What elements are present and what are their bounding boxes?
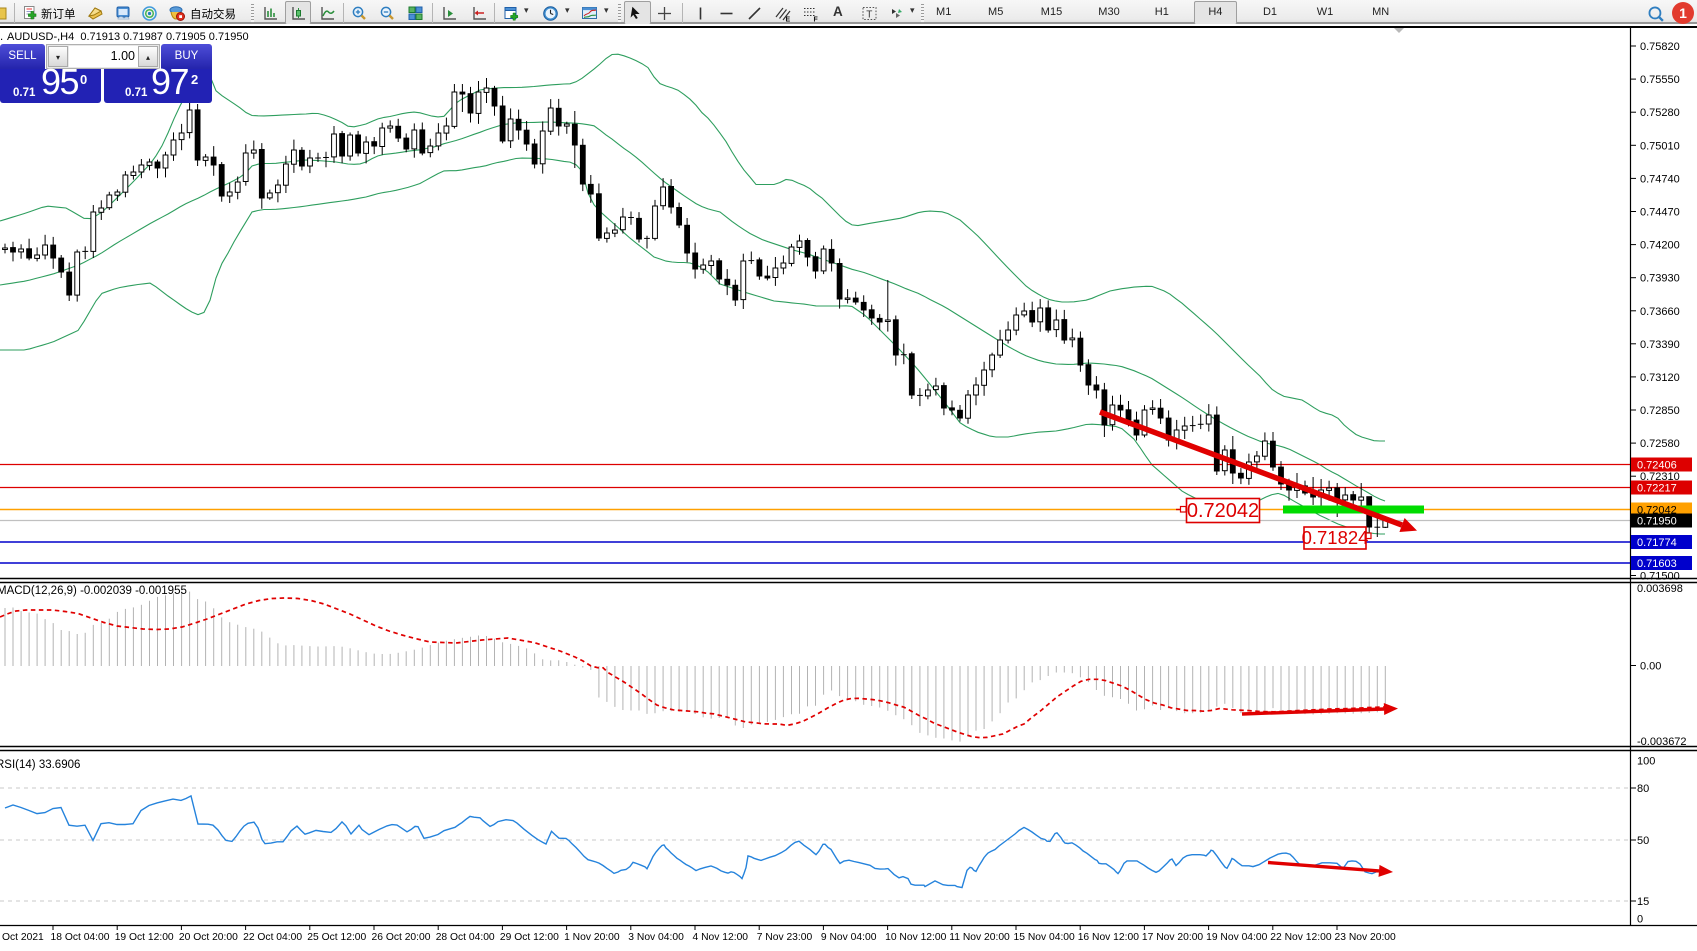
svg-text:0.71824: 0.71824 [1302, 527, 1369, 548]
svg-text:23 Nov 20:00: 23 Nov 20:00 [1335, 932, 1397, 943]
svg-text:4 Nov 12:00: 4 Nov 12:00 [693, 932, 749, 943]
svg-text:0.74740: 0.74740 [1640, 173, 1680, 185]
svg-text:19 Oct 12:00: 19 Oct 12:00 [115, 932, 174, 943]
svg-text:11 Nov 20:00: 11 Nov 20:00 [949, 932, 1010, 943]
svg-text:F: F [814, 17, 819, 23]
svg-text:0.72406: 0.72406 [1637, 460, 1677, 472]
svg-text:16 Nov 12:00: 16 Nov 12:00 [1078, 932, 1140, 943]
svg-text:T: T [866, 10, 872, 21]
svg-text:22 Nov 12:00: 22 Nov 12:00 [1270, 932, 1332, 943]
svg-text:0.74470: 0.74470 [1640, 207, 1680, 219]
svg-text:80: 80 [1637, 783, 1649, 795]
svg-text:1 Nov 20:00: 1 Nov 20:00 [564, 932, 620, 943]
svg-text:0.71500: 0.71500 [1640, 571, 1680, 583]
svg-text:0.75010: 0.75010 [1640, 140, 1680, 152]
svg-text:0.003698: 0.003698 [1637, 583, 1683, 595]
svg-text:0.71603: 0.71603 [1637, 558, 1677, 570]
svg-text:0.71774: 0.71774 [1637, 537, 1677, 549]
svg-text:20 Oct 20:00: 20 Oct 20:00 [179, 932, 238, 943]
svg-text:0.75550: 0.75550 [1640, 74, 1680, 86]
svg-text:26 Oct 20:00: 26 Oct 20:00 [372, 932, 431, 943]
svg-text:28 Oct 04:00: 28 Oct 04:00 [436, 932, 495, 943]
svg-text:0.72042: 0.72042 [1187, 500, 1259, 522]
svg-text:0.71950: 0.71950 [1637, 516, 1677, 528]
svg-text:RSI(14) 33.6906: RSI(14) 33.6906 [0, 759, 80, 771]
svg-text:25 Oct 12:00: 25 Oct 12:00 [307, 932, 366, 943]
svg-text:0.00: 0.00 [1640, 661, 1661, 673]
svg-text:3 Nov 04:00: 3 Nov 04:00 [628, 932, 684, 943]
svg-text:0.72217: 0.72217 [1637, 483, 1677, 495]
svg-text:17 Nov 20:00: 17 Nov 20:00 [1142, 932, 1204, 943]
svg-text:0.72580: 0.72580 [1640, 438, 1680, 450]
svg-text:0.73120: 0.73120 [1640, 372, 1680, 384]
svg-text:0.75820: 0.75820 [1640, 41, 1680, 53]
svg-text:100: 100 [1637, 756, 1655, 768]
svg-text:22 Oct 04:00: 22 Oct 04:00 [243, 932, 302, 943]
svg-text:0.74200: 0.74200 [1640, 240, 1680, 252]
svg-text:AUDUSD-,H4 0.71913 0.71987 0.: AUDUSD-,H4 0.71913 0.71987 0.71905 0.719… [7, 31, 249, 43]
svg-text:-0.003672: -0.003672 [1637, 736, 1687, 748]
svg-text:E: E [786, 17, 791, 23]
svg-text:15 Nov 04:00: 15 Nov 04:00 [1014, 932, 1076, 943]
svg-text:0.73390: 0.73390 [1640, 339, 1680, 351]
svg-text:0.73930: 0.73930 [1640, 273, 1680, 285]
svg-text:50: 50 [1637, 835, 1649, 847]
svg-text:29 Oct 12:00: 29 Oct 12:00 [500, 932, 559, 943]
svg-text:19 Nov 04:00: 19 Nov 04:00 [1206, 932, 1268, 943]
svg-text:MACD(12,26,9) -0.002039 -0.001: MACD(12,26,9) -0.002039 -0.001955 [0, 585, 187, 597]
svg-text:.: . [0, 31, 3, 43]
svg-text:9 Nov 04:00: 9 Nov 04:00 [821, 932, 877, 943]
svg-text:0.73660: 0.73660 [1640, 306, 1680, 318]
svg-text:0.72310: 0.72310 [1640, 471, 1680, 483]
svg-text:15: 15 [1637, 896, 1649, 908]
svg-text:0.75280: 0.75280 [1640, 107, 1680, 119]
svg-text:Oct 2021: Oct 2021 [2, 932, 44, 943]
svg-text:7 Nov 23:00: 7 Nov 23:00 [757, 932, 813, 943]
svg-text:0: 0 [1637, 914, 1643, 926]
svg-text:18 Oct 04:00: 18 Oct 04:00 [51, 932, 110, 943]
svg-text:10 Nov 12:00: 10 Nov 12:00 [885, 932, 947, 943]
svg-text:0.72850: 0.72850 [1640, 405, 1680, 417]
